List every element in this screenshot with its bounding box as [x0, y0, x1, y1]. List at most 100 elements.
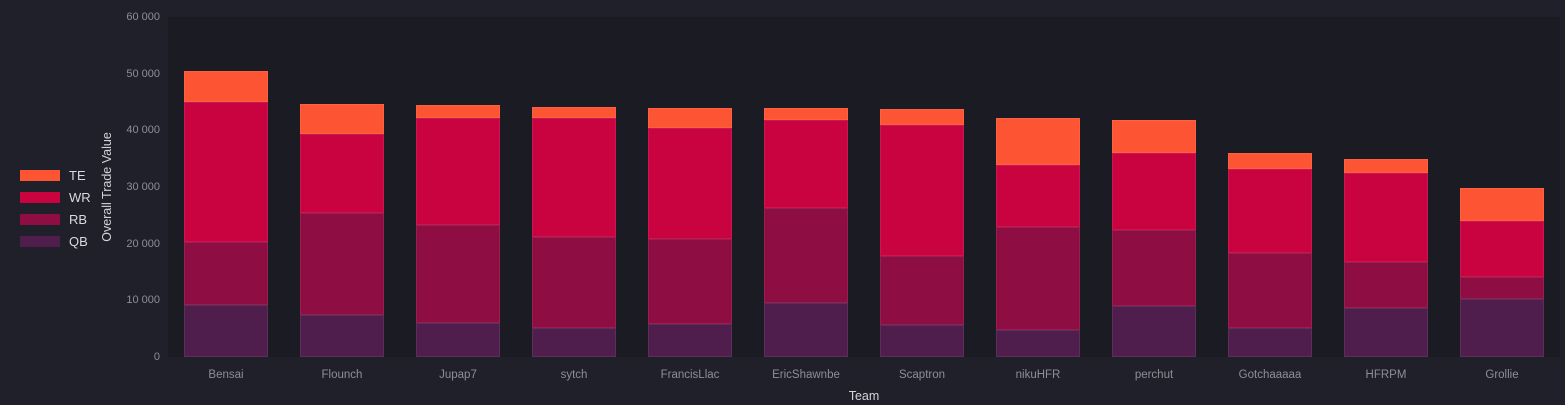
legend-item-rb[interactable]: RB — [20, 208, 91, 230]
x-tick-label-HFRPM: HFRPM — [1365, 369, 1407, 381]
legend-swatch-qb — [20, 235, 60, 247]
legend-item-wr[interactable]: WR — [20, 186, 91, 208]
bar-segment-wr[interactable] — [764, 120, 848, 208]
bar-segment-qb[interactable] — [300, 315, 384, 357]
legend: TE WR RB QB — [20, 164, 91, 252]
x-tick-label-Scaptron: Scaptron — [898, 369, 946, 381]
bar-segment-qb[interactable] — [532, 328, 616, 357]
bar-FrancisLlac — [648, 107, 732, 357]
bar-column-perchut — [1096, 17, 1212, 357]
bar-segment-te[interactable] — [880, 109, 964, 125]
legend-item-qb[interactable]: QB — [20, 230, 91, 252]
bar-segment-qb[interactable] — [1112, 306, 1196, 357]
bar-segment-qb[interactable] — [1344, 308, 1428, 357]
bar-column-sytch — [516, 17, 632, 357]
x-tick-label-Flounch: Flounch — [321, 369, 363, 381]
bar-EricShawnbe — [764, 108, 848, 357]
bar-column-Scaptron — [864, 17, 980, 357]
bar-segment-qb[interactable] — [996, 329, 1080, 357]
bar-segment-rb[interactable] — [416, 224, 500, 323]
bar-segment-qb[interactable] — [1228, 327, 1312, 357]
x-tick-label-Gotchaaaaa: Gotchaaaaa — [1238, 369, 1302, 381]
bar-column-Flounch — [284, 17, 400, 357]
bar-segment-rb[interactable] — [184, 241, 268, 306]
legend-swatch-wr — [20, 191, 60, 203]
bar-column-Gotchaaaaa — [1212, 17, 1328, 357]
x-tick-label-FrancisLlac: FrancisLlac — [660, 369, 720, 381]
y-tick-label: 0 — [153, 351, 160, 363]
bar-segment-te[interactable] — [1228, 153, 1312, 170]
bar-perchut — [1112, 119, 1196, 357]
legend-label: RB — [69, 211, 88, 227]
bar-segment-rb[interactable] — [1112, 229, 1196, 306]
bar-segment-wr[interactable] — [532, 118, 616, 238]
bar-segment-rb[interactable] — [532, 237, 616, 329]
bar-segment-wr[interactable] — [996, 164, 1080, 227]
bar-segment-rb[interactable] — [1228, 252, 1312, 328]
bar-segment-rb[interactable] — [1460, 276, 1544, 300]
bar-segment-te[interactable] — [184, 70, 268, 103]
bar-segment-qb[interactable] — [416, 323, 500, 357]
bar-segment-te[interactable] — [1460, 187, 1544, 222]
bar-column-HFRPM — [1328, 17, 1444, 357]
bar-segment-wr[interactable] — [880, 124, 964, 256]
bar-segment-te[interactable] — [300, 104, 384, 135]
bar-segment-qb[interactable] — [648, 323, 732, 357]
y-tick-label: 20 000 — [126, 237, 160, 250]
bar-Jupap7 — [416, 105, 500, 357]
bar-segment-qb[interactable] — [184, 305, 268, 357]
bar-HFRPM — [1344, 159, 1428, 357]
legend-swatch-rb — [20, 213, 60, 225]
bar-Flounch — [300, 104, 384, 357]
bar-segment-qb[interactable] — [880, 325, 964, 357]
bar-column-Jupap7 — [400, 17, 516, 357]
bar-segment-wr[interactable] — [1112, 153, 1196, 230]
bar-Bensai — [184, 70, 268, 357]
bar-segment-te[interactable] — [996, 117, 1080, 165]
legend-label: WR — [69, 189, 91, 205]
y-tick-label: 60 000 — [126, 11, 160, 23]
bar-segment-wr[interactable] — [1344, 173, 1428, 262]
x-tick-label-Jupap7: Jupap7 — [439, 369, 477, 381]
bar-Gotchaaaaa — [1228, 153, 1312, 357]
y-tick-label: 30 000 — [126, 181, 160, 193]
bar-column-EricShawnbe — [748, 17, 864, 357]
bar-segment-rb[interactable] — [648, 239, 732, 324]
bar-segment-te[interactable] — [532, 106, 616, 119]
bar-segment-rb[interactable] — [764, 207, 848, 303]
bar-segment-te[interactable] — [764, 108, 848, 121]
bar-segment-rb[interactable] — [1344, 261, 1428, 309]
legend-item-te[interactable]: TE — [20, 164, 91, 186]
bar-column-Grollie — [1444, 17, 1560, 357]
bar-nikuHFR — [996, 117, 1080, 357]
x-tick-label-Bensai: Bensai — [208, 369, 244, 381]
bar-column-FrancisLlac — [632, 17, 748, 357]
bar-segment-qb[interactable] — [1460, 299, 1544, 357]
bar-segment-rb[interactable] — [880, 255, 964, 326]
bar-Scaptron — [880, 109, 964, 357]
y-tick-label: 40 000 — [126, 124, 160, 137]
bar-segment-wr[interactable] — [1228, 169, 1312, 253]
bar-segment-wr[interactable] — [416, 117, 500, 225]
bar-sytch — [532, 106, 616, 357]
bar-segment-te[interactable] — [416, 105, 500, 118]
bar-Grollie — [1460, 187, 1544, 357]
bar-segment-wr[interactable] — [300, 134, 384, 213]
bar-segment-rb[interactable] — [300, 212, 384, 316]
bar-column-Bensai — [168, 17, 284, 357]
plot-area — [168, 17, 1560, 357]
bar-segment-te[interactable] — [1344, 159, 1428, 174]
bar-segment-wr[interactable] — [1460, 221, 1544, 277]
bar-segment-wr[interactable] — [648, 128, 732, 240]
bar-segment-te[interactable] — [648, 107, 732, 129]
legend-swatch-te — [20, 169, 60, 181]
bar-segment-rb[interactable] — [996, 226, 1080, 330]
bar-segment-te[interactable] — [1112, 119, 1196, 153]
x-axis-title: Team — [848, 389, 880, 403]
x-tick-label-perchut: perchut — [1134, 369, 1174, 381]
bar-column-nikuHFR — [980, 17, 1096, 357]
bar-segment-wr[interactable] — [184, 102, 268, 242]
x-tick-label-sytch: sytch — [560, 369, 588, 381]
bar-segment-qb[interactable] — [764, 302, 848, 357]
